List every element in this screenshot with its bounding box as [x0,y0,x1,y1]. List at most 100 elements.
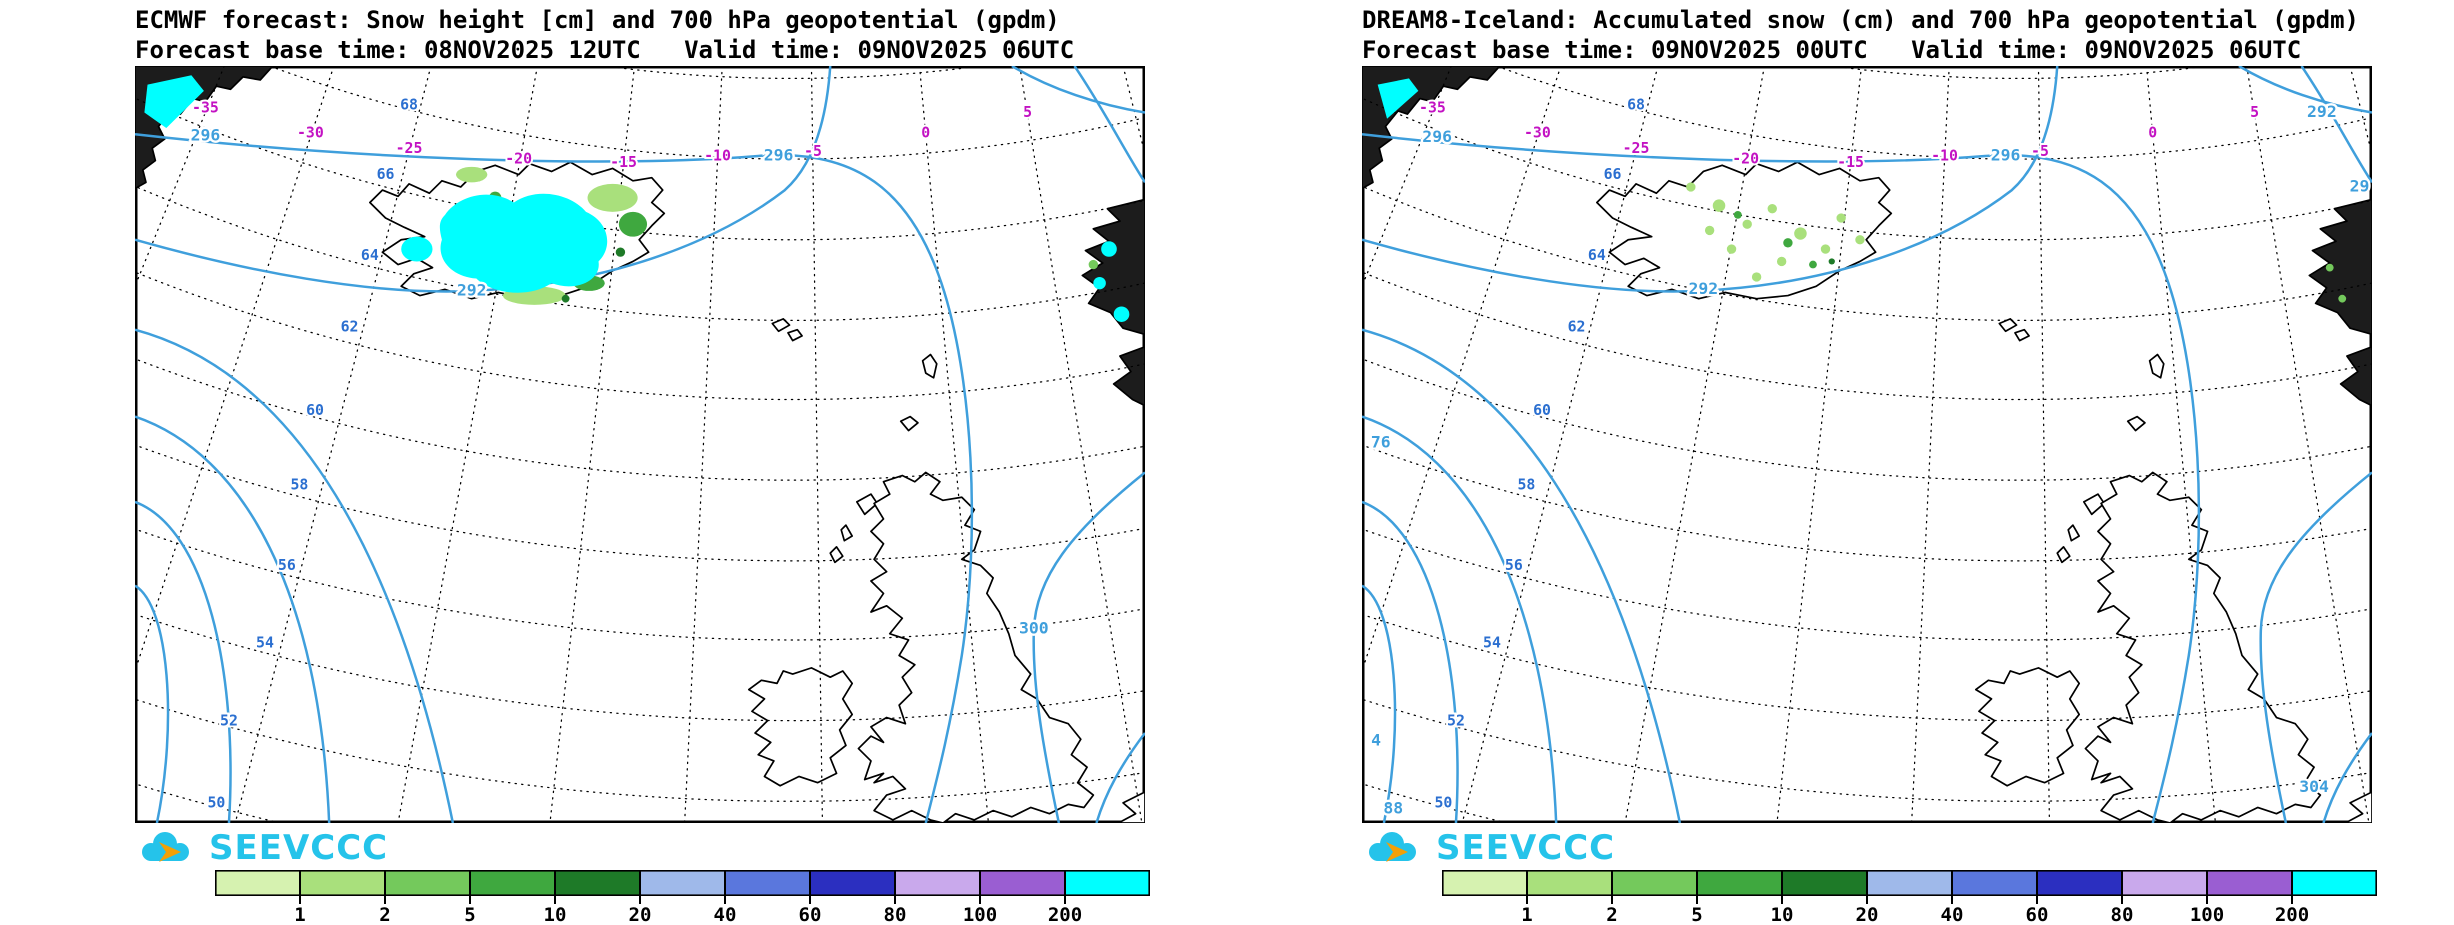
latitude-label: 58 [290,477,308,494]
longitude-label: 0 [2148,124,2157,141]
colorbar-segment [1782,870,1867,896]
longitude-label: 5 [2250,104,2259,121]
colorbar-tick-label: 100 [963,904,997,924]
latitude-label: 54 [256,635,274,652]
colorbar-tick-label: 200 [1048,904,1082,924]
colorbar-tick-label: 200 [2275,904,2309,924]
geopotential-label: 296 [1422,127,1452,146]
map-labels: -35 -30 -25 -20 -15 -10 -5 0 5 68 66 64 … [188,95,1051,814]
colorbar-tick-label: 10 [1771,904,1794,924]
colorbar-tick-labels: 1 2 5 10 20 40 60 80 100 200 [294,904,1082,924]
latitude-label: 68 [400,96,418,113]
colorbar-segment [1527,870,1612,896]
geopotential-label: 292 [457,281,487,300]
latitude-label: 50 [1434,795,1452,812]
geopotential-label: 76 [1371,433,1391,452]
panel-title: ECMWF forecast: Snow height [cm] and 700… [135,6,1060,34]
colorbar-tick-label: 60 [2026,904,2049,924]
ecmwf-map-svg: -35 -30 -25 -20 -15 -10 -5 0 5 68 66 64 … [135,66,1145,823]
colorbar-tick-label: 20 [1856,904,1879,924]
colorbar-segment [1867,870,1952,896]
geopotential-label: 300 [1019,619,1049,638]
geopotential-label: 296 [1991,146,2021,165]
geopotential-label: 88 [1383,799,1403,818]
colorbar-segment [640,870,725,896]
arrow-icon [1386,842,1408,862]
snow-colorbar: 1 2 5 10 20 40 60 80 100 200 [215,870,1150,924]
colorbar-border [215,870,1150,896]
panel-dream8: DREAM8-Iceland: Accumulated snow (cm) an… [1227,0,2454,925]
colorbar-svg: 1 2 5 10 20 40 60 80 100 200 [215,870,1150,924]
colorbar-tick-labels: 1 2 5 10 20 40 60 80 100 200 [1521,904,2309,924]
colorbar-tick-label: 5 [1691,904,1702,924]
longitude-label: -10 [1931,148,1958,165]
longitude-label: -5 [804,143,822,160]
longitude-label: -30 [1524,124,1551,141]
colorbar-tick-label: 60 [799,904,822,924]
colorbar-segment [385,870,470,896]
arrow-icon [159,842,181,862]
colorbar-segment [1612,870,1697,896]
latitude-label: 54 [1483,635,1501,652]
geopotential-label: 4 [1371,731,1381,750]
colorbar-tick-label: 1 [294,904,305,924]
snow-shading-ecmwf [144,75,1130,322]
latitude-label: 64 [361,247,379,264]
colorbar-tick-label: 20 [629,904,652,924]
colorbar-tick-label: 10 [544,904,567,924]
colorbar-segment [1697,870,1782,896]
longitude-label: -35 [1419,100,1446,117]
colorbar-tick-label: 100 [2190,904,2224,924]
geopotential-label: 296 [764,146,794,165]
colorbar-border [1442,870,2377,896]
longitude-label: -10 [704,148,731,165]
colorbar-segment [895,870,980,896]
longitude-label: -30 [297,124,324,141]
geopotential-label: 296 [191,126,221,145]
longitude-label: -25 [1623,140,1650,157]
latitude-label: 62 [341,318,359,335]
colorbar-segment [555,870,640,896]
latitude-label: 52 [220,712,238,729]
colorbar-tick-label: 2 [379,904,390,924]
longitude-label: -15 [610,154,637,171]
latitude-label: 64 [1588,247,1606,264]
colorbar-segment [470,870,555,896]
geopotential-label: 29 [2350,177,2370,196]
colorbar-segment [2122,870,2207,896]
colorbar-tick-label: 80 [884,904,907,924]
latitude-label: 60 [1533,402,1551,419]
colorbar-tick-label: 5 [464,904,475,924]
longitude-label: -15 [1837,154,1864,171]
longitude-label: -20 [505,151,532,168]
geopotential-label: 292 [2307,102,2337,121]
colorbar-tick-label: 1 [1521,904,1532,924]
longitude-label: 5 [1023,104,1032,121]
colorbar-tick-label: 2 [1606,904,1617,924]
seevccc-logo: SEEVCCC [135,826,388,870]
colorbar-segment [215,870,300,896]
colorbar-segment [1065,870,1150,896]
logo-text: SEEVCCC [209,828,389,868]
colorbar-segment [980,870,1065,896]
colorbar-tick-label: 40 [1941,904,1964,924]
seevccc-cloud-icon [142,832,189,862]
latitude-label: 62 [1568,318,1586,335]
panel-subtitle: Forecast base time: 09NOV2025 00UTC Vali… [1362,36,2302,64]
longitude-label: -5 [2031,143,2049,160]
longitude-label: -20 [1732,151,1759,168]
logo-text: SEEVCCC [1436,828,1616,868]
colorbar-segment [2037,870,2122,896]
seevccc-logo: SEEVCCC [1362,826,1615,870]
panel-title: DREAM8-Iceland: Accumulated snow (cm) an… [1362,6,2359,34]
colorbar-tick-label: 80 [2111,904,2134,924]
latitude-label: 58 [1517,477,1535,494]
colorbar-segment [2207,870,2292,896]
snow-shading-dream8 [1377,78,2347,303]
map-ecmwf: -35 -30 -25 -20 -15 -10 -5 0 5 68 66 64 … [135,66,1145,823]
longitude-label: -25 [396,140,423,157]
geopotential-label: 304 [2299,777,2329,796]
colorbar-svg: 1 2 5 10 20 40 60 80 100 200 [1442,870,2377,924]
seevccc-cloud-icon [1369,832,1416,862]
